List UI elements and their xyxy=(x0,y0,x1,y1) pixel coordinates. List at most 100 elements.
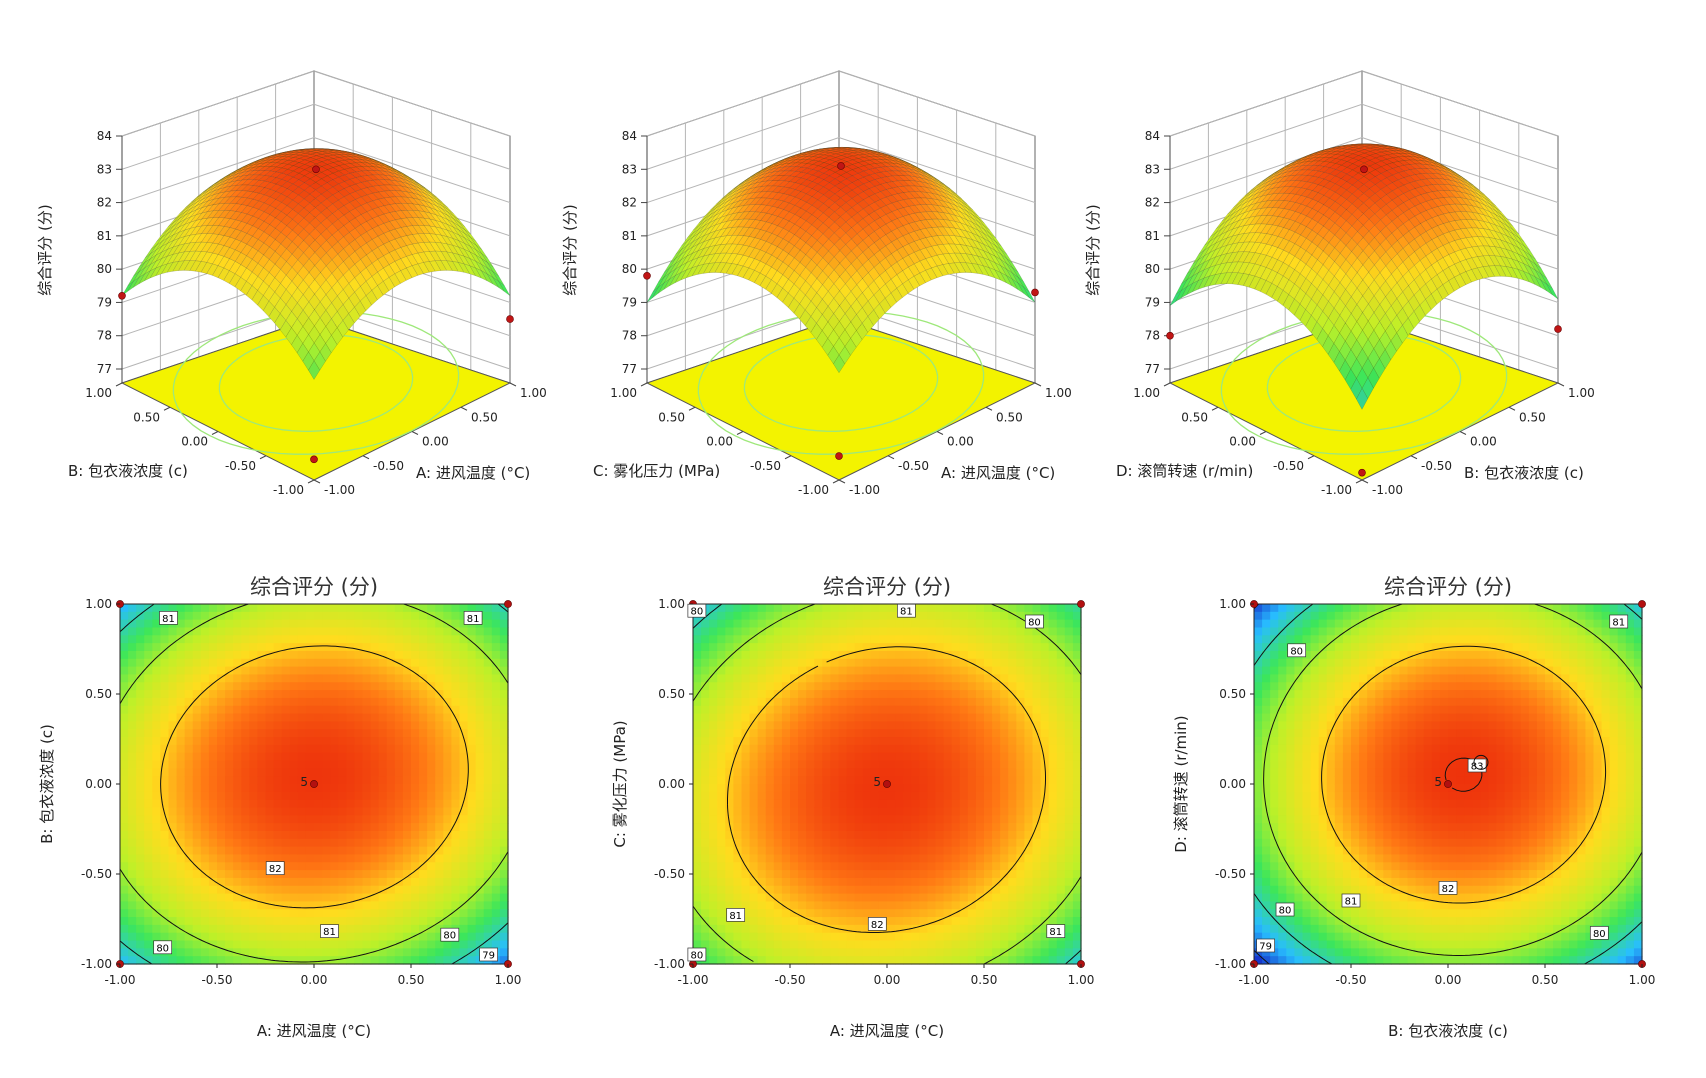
heatmap-cell xyxy=(233,917,242,926)
surface-cell xyxy=(322,152,334,157)
heatmap-cell xyxy=(176,690,186,699)
heatmap-cell xyxy=(314,956,323,965)
heatmap-cell xyxy=(289,917,299,926)
heatmap-cell xyxy=(136,956,145,965)
heatmap-cell xyxy=(225,744,234,754)
surface-cell xyxy=(242,167,254,173)
heatmap-cell xyxy=(208,643,218,652)
heatmap-cell xyxy=(168,791,178,801)
heatmap-cell xyxy=(265,917,275,926)
heatmap-cell xyxy=(120,932,129,942)
heatmap-cell xyxy=(322,650,331,660)
heatmap-cell xyxy=(144,877,153,887)
heatmap-cell xyxy=(136,643,145,652)
heatmap-cell xyxy=(200,760,210,769)
surface-cell xyxy=(299,152,311,157)
heatmap-cell xyxy=(314,799,323,809)
heatmap-cell xyxy=(338,705,347,715)
heatmap-cell xyxy=(152,877,162,887)
heatmap-cell xyxy=(176,885,186,895)
heatmap-cell xyxy=(192,744,202,754)
heatmap-cell xyxy=(281,956,291,965)
heatmap-cell xyxy=(120,838,129,848)
heatmap-cell xyxy=(200,815,210,824)
heatmap-cell xyxy=(281,690,291,699)
heatmap-cell xyxy=(314,666,323,676)
heatmap-cell xyxy=(225,682,234,691)
heatmap-cell xyxy=(297,705,307,715)
heatmap-cell xyxy=(346,690,356,699)
heatmap-cell xyxy=(120,737,129,746)
heatmap-cell xyxy=(208,885,218,895)
heatmap-cell xyxy=(233,682,242,691)
heatmap-cell xyxy=(217,697,226,707)
heatmap-cell xyxy=(273,924,283,934)
heatmap-cell xyxy=(144,611,153,621)
heatmap-cell xyxy=(289,697,299,707)
heatmap-cell xyxy=(314,768,323,777)
heatmap-cell xyxy=(128,697,137,707)
heatmap-cell xyxy=(297,635,307,644)
heatmap-cell xyxy=(152,643,162,652)
heatmap-cell xyxy=(192,830,202,840)
heatmap-cell xyxy=(217,643,226,652)
heatmap-cell xyxy=(305,650,315,660)
heatmap-cell xyxy=(144,807,153,816)
heatmap-cell xyxy=(273,830,283,840)
heatmap-cell xyxy=(265,909,275,918)
heatmap-cell xyxy=(208,752,218,762)
heatmap-cell xyxy=(330,690,339,699)
heatmap-cell xyxy=(120,893,129,902)
heatmap-cell xyxy=(249,909,259,918)
heatmap-cell xyxy=(208,893,218,902)
heatmap-cell xyxy=(128,917,137,926)
surface-cell xyxy=(259,157,271,162)
heatmap-cell xyxy=(233,854,242,863)
heatmap-cell xyxy=(144,885,153,895)
heatmap-cell xyxy=(208,760,218,769)
heatmap-cell xyxy=(281,666,291,676)
heatmap-cell xyxy=(314,838,323,848)
y-tick-label: 1.00 xyxy=(1133,386,1160,400)
heatmap-cell xyxy=(176,948,186,957)
heatmap-cell xyxy=(314,791,323,801)
heatmap-cell xyxy=(225,619,234,629)
heatmap-cell xyxy=(128,862,137,871)
heatmap-cell xyxy=(144,838,153,848)
heatmap-cell xyxy=(305,917,315,926)
heatmap-cell xyxy=(160,932,170,942)
heatmap-cell xyxy=(273,760,283,769)
heatmap-cell xyxy=(322,838,331,848)
heatmap-cell xyxy=(200,674,210,683)
heatmap-cell xyxy=(257,823,267,832)
heatmap-cell xyxy=(305,877,315,887)
heatmap-cell xyxy=(289,690,299,699)
heatmap-cell xyxy=(297,870,307,879)
heatmap-cell xyxy=(144,784,153,793)
surface-cell xyxy=(293,152,306,156)
heatmap-cell xyxy=(249,744,259,754)
heatmap-cell xyxy=(257,760,267,769)
surface-cell xyxy=(402,173,414,181)
heatmap-cell xyxy=(200,729,210,738)
heatmap-cell xyxy=(152,697,162,707)
heatmap-cell xyxy=(120,846,129,856)
heatmap-cell xyxy=(176,956,186,965)
heatmap-cell xyxy=(265,791,275,801)
heatmap-cell xyxy=(208,901,218,910)
heatmap-cell xyxy=(322,721,331,730)
x-axis-label: A: 进风温度 (°C) xyxy=(416,464,530,482)
heatmap-cell xyxy=(314,830,323,840)
heatmap-cell xyxy=(338,932,347,942)
x-tick-mark xyxy=(985,406,993,411)
z-axis-label: 综合评分 (分) xyxy=(36,204,54,295)
heatmap-cell xyxy=(128,658,137,668)
chart-title: 综合评分 (分) xyxy=(250,575,378,599)
y-tick-mark xyxy=(1259,431,1267,435)
heatmap-cell xyxy=(192,635,202,644)
heatmap-cell xyxy=(144,862,153,871)
design-point xyxy=(506,315,514,323)
heatmap-cell xyxy=(241,909,250,918)
heatmap-cell xyxy=(144,909,153,918)
